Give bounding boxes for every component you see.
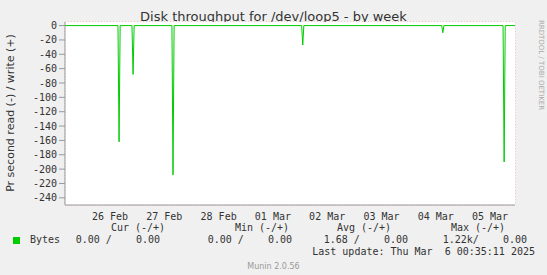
svg-text:-140: -140: [33, 121, 57, 132]
html-text:1.68 / 0.00: 1.68 / 0.00: [323, 234, 408, 245]
svg-text:03 Mar: 03 Mar: [363, 211, 399, 222]
svg-text:26 Feb: 26 Feb: [92, 211, 128, 222]
svg-text:-60: -60: [39, 63, 57, 74]
html-text:0.00 / 0.00: 0.00 / 0.00: [207, 234, 292, 245]
svg-text:-160: -160: [33, 135, 57, 146]
html-text:0.00 / 0.00: 0.00 / 0.00: [75, 234, 160, 245]
svg-text:-100: -100: [33, 92, 57, 103]
html-text:Avg (-/+): Avg (-/+): [336, 222, 392, 233]
html-text:Max (-/+): Max (-/+): [450, 222, 506, 233]
svg-text:-180: -180: [33, 149, 57, 160]
svg-text:-120: -120: [33, 106, 57, 117]
svg-text:-20: -20: [39, 34, 57, 45]
svg-text:28 Feb: 28 Feb: [201, 211, 237, 222]
html-text:Min (-/+): Min (-/+): [234, 222, 290, 233]
svg-text:05 Mar: 05 Mar: [472, 211, 508, 222]
html-text:Disk throughput for /dev/loop5: Disk throughput for /dev/loop5 - by week: [140, 9, 407, 24]
html-text:Munin 2.0.56: Munin 2.0.56: [247, 262, 300, 271]
html-text:Bytes: Bytes: [30, 234, 61, 245]
svg-text:-220: -220: [33, 178, 57, 189]
html-text:Pr second read (-) / write (+): Pr second read (-) / write (+): [3, 34, 17, 192]
svg-text:-240: -240: [33, 192, 57, 203]
svg-text:02 Mar: 02 Mar: [309, 211, 345, 222]
svg-text:01 Mar: 01 Mar: [255, 211, 291, 222]
html-text:RRDTOOL / TOBI OETIKER: RRDTOOL / TOBI OETIKER: [537, 19, 545, 111]
html-text:Cur (-/+): Cur (-/+): [110, 222, 166, 233]
svg-text:04 Mar: 04 Mar: [418, 211, 454, 222]
svg-text:0: 0: [51, 20, 57, 31]
svg-text:-200: -200: [33, 164, 57, 175]
svg-text:27 Feb: 27 Feb: [146, 211, 182, 222]
svg-text:-40: -40: [39, 49, 57, 60]
html-text:1.22k/ 0.00: 1.22k/ 0.00: [442, 234, 527, 245]
html-text:Last update: Thu Mar 6 00:35:1: Last update: Thu Mar 6 00:35:11 2025: [312, 246, 535, 257]
svg-text:-80: -80: [39, 78, 57, 89]
